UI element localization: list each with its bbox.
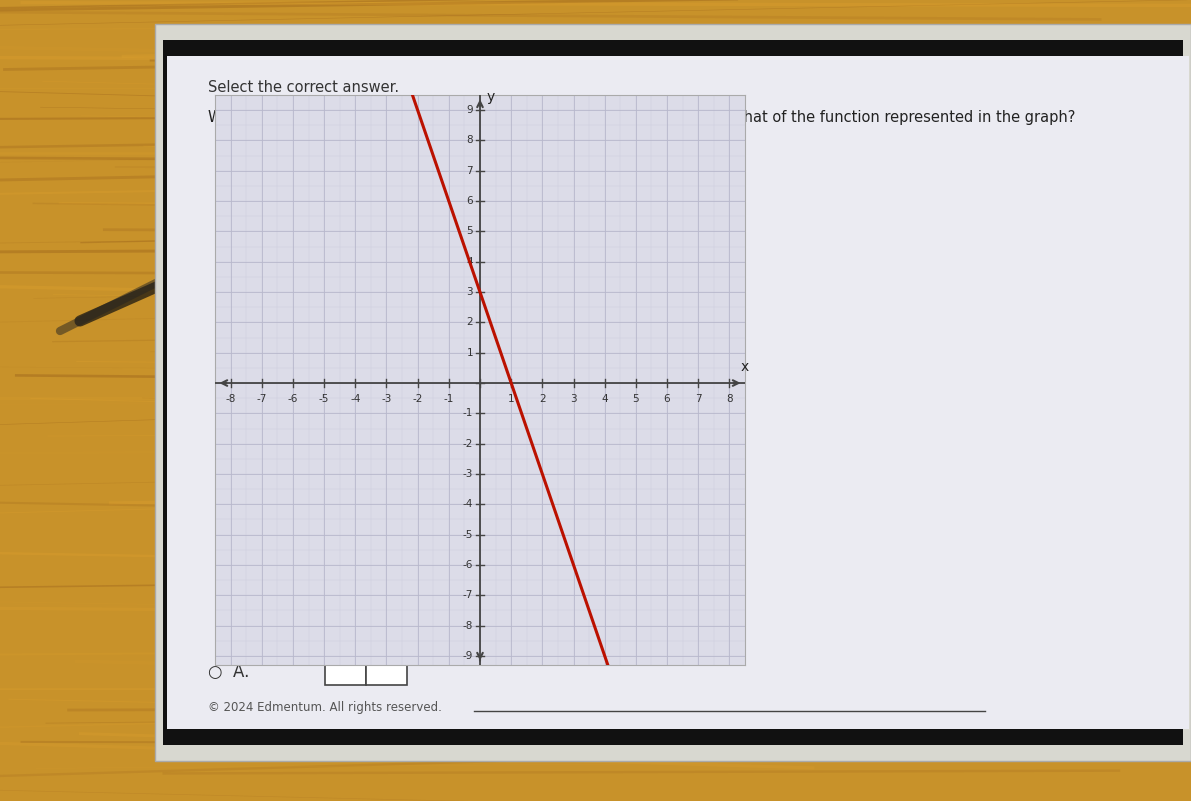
Bar — [155, 24, 1191, 761]
Text: 7: 7 — [467, 166, 473, 175]
Text: 7: 7 — [694, 393, 701, 404]
Text: y: y — [486, 90, 494, 103]
Text: x: x — [741, 360, 749, 374]
Text: 6: 6 — [663, 393, 671, 404]
Text: Select the correct answer.: Select the correct answer. — [208, 79, 399, 95]
Text: 1: 1 — [467, 348, 473, 358]
Text: 5: 5 — [467, 227, 473, 236]
Bar — [163, 40, 1183, 745]
Text: Which table represents a linear function with a greater y-intercept than that of: Which table represents a linear function… — [208, 110, 1075, 125]
Text: 4: 4 — [467, 257, 473, 267]
Text: 4: 4 — [601, 393, 609, 404]
Text: -2: -2 — [463, 439, 473, 449]
Text: 6: 6 — [467, 196, 473, 206]
Text: -6: -6 — [288, 393, 298, 404]
Bar — [325, 657, 367, 685]
Text: © 2024 Edmentum. All rights reserved.: © 2024 Edmentum. All rights reserved. — [208, 701, 442, 714]
Text: -7: -7 — [463, 590, 473, 600]
Text: 3: 3 — [467, 287, 473, 297]
Text: -8: -8 — [463, 621, 473, 630]
Text: -1: -1 — [463, 409, 473, 418]
Text: ○  A.: ○ A. — [208, 662, 249, 681]
Text: 1: 1 — [507, 393, 515, 404]
Text: -2: -2 — [412, 393, 423, 404]
Text: -3: -3 — [381, 393, 392, 404]
Text: -4: -4 — [463, 499, 473, 509]
Text: -5: -5 — [319, 393, 329, 404]
Text: 8: 8 — [467, 135, 473, 146]
Text: -9: -9 — [463, 651, 473, 661]
Text: -5: -5 — [463, 529, 473, 540]
Text: -1: -1 — [443, 393, 454, 404]
Text: -4: -4 — [350, 393, 361, 404]
Text: 2: 2 — [467, 317, 473, 328]
Text: -6: -6 — [463, 560, 473, 570]
Bar — [367, 657, 407, 685]
Text: -7: -7 — [256, 393, 267, 404]
Text: 9: 9 — [467, 105, 473, 115]
Text: -3: -3 — [463, 469, 473, 479]
Text: 3: 3 — [570, 393, 576, 404]
Text: y: y — [382, 663, 392, 678]
Text: 8: 8 — [727, 393, 732, 404]
Text: 5: 5 — [632, 393, 640, 404]
Text: 2: 2 — [540, 393, 545, 404]
Bar — [167, 56, 1189, 729]
Text: -8: -8 — [225, 393, 236, 404]
Text: x: x — [341, 663, 351, 678]
